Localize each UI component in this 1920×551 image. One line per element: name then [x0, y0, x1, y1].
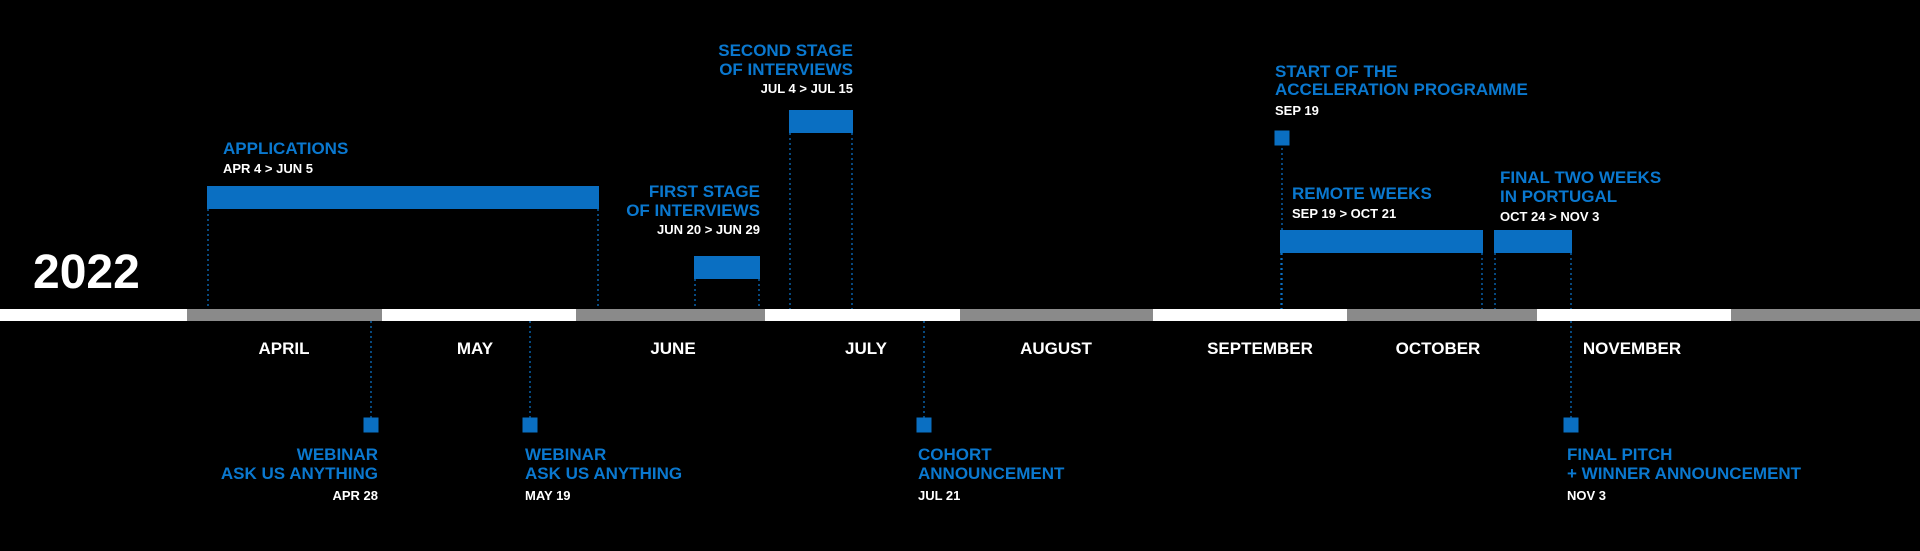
timeline-segment: [1537, 309, 1731, 321]
milestone-marker: [522, 417, 538, 433]
timeline-segment: [382, 309, 576, 321]
timeline-segment: [187, 309, 382, 321]
period-bar: [1280, 230, 1483, 253]
event-title: OF INTERVIEWS: [626, 201, 760, 220]
event-title: ASK US ANYTHING: [221, 464, 378, 483]
event-title: REMOTE WEEKS: [1292, 184, 1432, 203]
month-label: NOVEMBER: [1583, 339, 1681, 358]
event-date: OCT 24 > NOV 3: [1500, 209, 1599, 224]
month-label: AUGUST: [1020, 339, 1092, 358]
event-title: OF INTERVIEWS: [719, 60, 853, 79]
event-date: JUN 20 > JUN 29: [657, 222, 760, 237]
month-label: SEPTEMBER: [1207, 339, 1313, 358]
event-title: WEBINAR: [297, 445, 378, 464]
event-title: FINAL PITCH: [1567, 445, 1672, 464]
month-label: JULY: [845, 339, 888, 358]
month-label: APRIL: [259, 339, 310, 358]
timeline-segment: [1347, 309, 1537, 321]
event-title: FINAL TWO WEEKS: [1500, 168, 1661, 187]
timeline-segment: [1731, 309, 1920, 321]
event-date: SEP 19: [1275, 103, 1319, 118]
event-date: SEP 19 > OCT 21: [1292, 206, 1396, 221]
timeline-segment: [960, 309, 1153, 321]
timeline-segment: [1153, 309, 1347, 321]
timeline-segment: [765, 309, 960, 321]
month-label: MAY: [457, 339, 494, 358]
month-label: OCTOBER: [1396, 339, 1481, 358]
event-title: ASK US ANYTHING: [525, 464, 682, 483]
milestone-marker: [1274, 130, 1290, 146]
event-title: COHORT: [918, 445, 992, 464]
event-date: JUL 21: [918, 488, 960, 503]
event-title: SECOND STAGE: [718, 41, 853, 60]
period-bar: [1494, 230, 1572, 253]
milestone-marker: [363, 417, 379, 433]
event-date: JUL 4 > JUL 15: [761, 81, 853, 96]
timeline-segment: [576, 309, 765, 321]
event-title: IN PORTUGAL: [1500, 187, 1617, 206]
event-title: FIRST STAGE: [649, 182, 760, 201]
event-date: NOV 3: [1567, 488, 1606, 503]
year: 2022: [33, 246, 140, 299]
period-bar: [207, 186, 599, 209]
event-title: ANNOUNCEMENT: [918, 464, 1065, 483]
event-date: MAY 19: [525, 488, 571, 503]
milestone-marker: [1563, 417, 1579, 433]
event-title: + WINNER ANNOUNCEMENT: [1567, 464, 1802, 483]
event-title: ACCELERATION PROGRAMME: [1275, 80, 1528, 99]
milestone-marker: [916, 417, 932, 433]
event-date: APR 4 > JUN 5: [223, 161, 313, 176]
event-title: WEBINAR: [525, 445, 606, 464]
event-title: START OF THE: [1275, 62, 1397, 81]
month-label: JUNE: [650, 339, 695, 358]
period-bar: [789, 110, 853, 133]
event-date: APR 28: [332, 488, 378, 503]
timeline-segment: [0, 309, 187, 321]
event-title: APPLICATIONS: [223, 139, 348, 158]
period-bar: [694, 256, 760, 279]
